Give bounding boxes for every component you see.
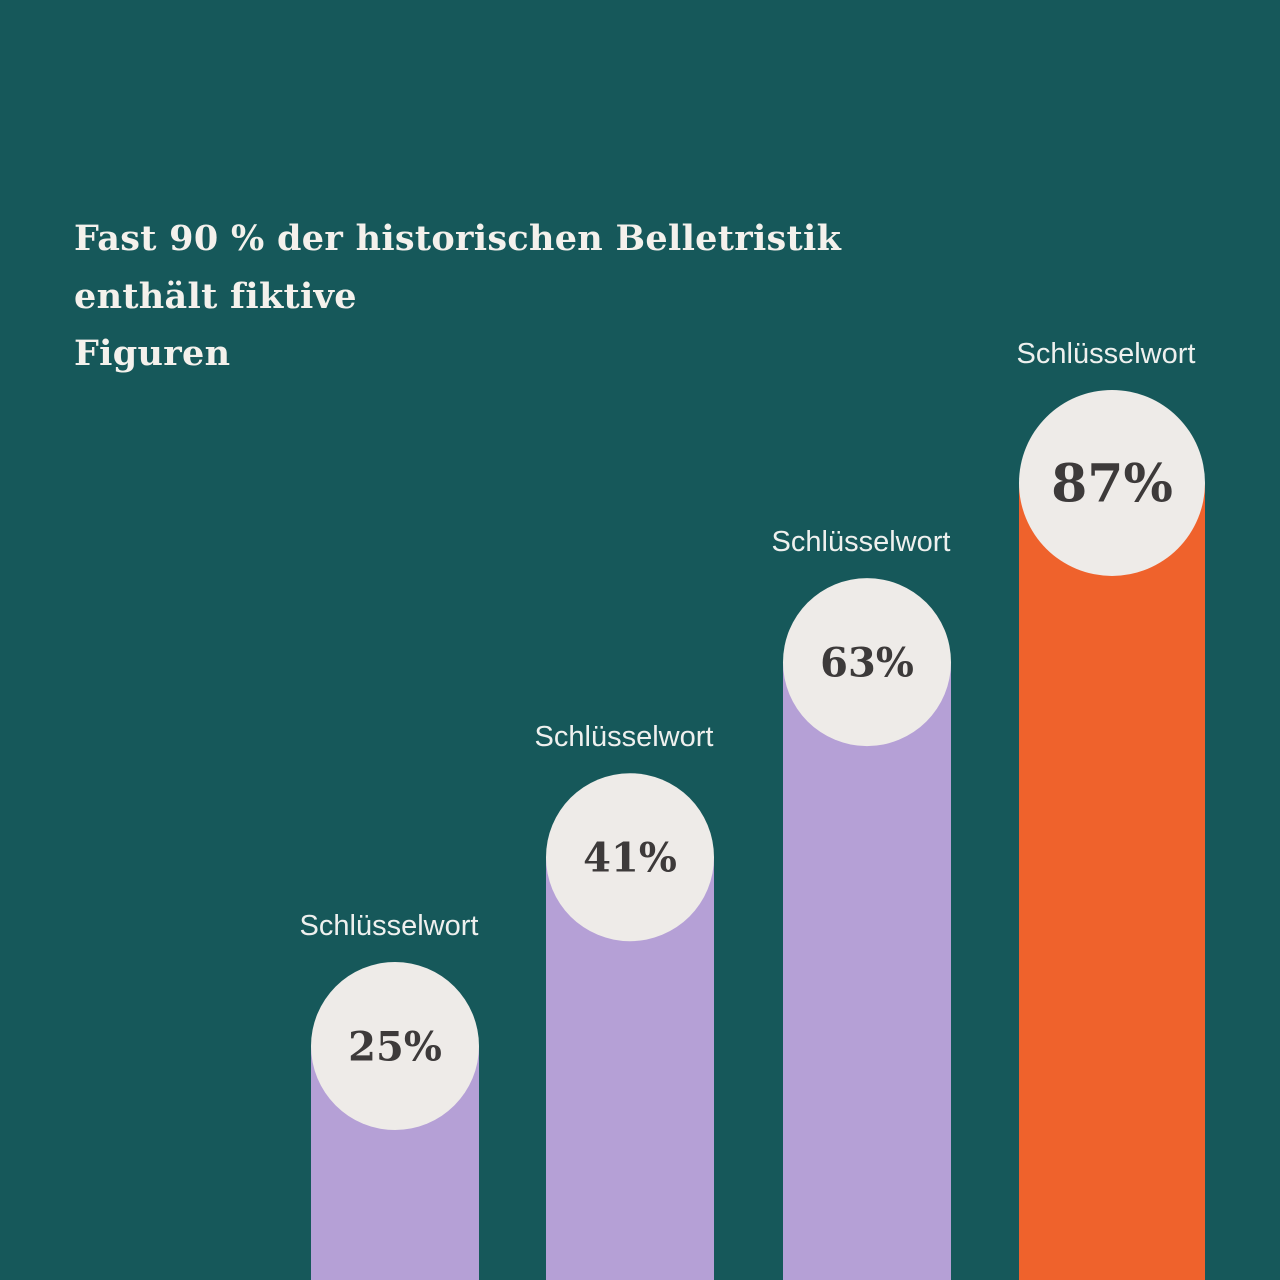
- value-circle: [546, 773, 714, 942]
- bar: [1019, 482, 1205, 1280]
- category-label: Schlüsselwort: [535, 721, 714, 753]
- bar: [783, 662, 951, 1280]
- value-circle: [783, 578, 951, 747]
- value-label: 63%: [820, 639, 914, 686]
- value-circle: [1019, 389, 1205, 576]
- value-circle: [311, 962, 479, 1130]
- title-line-2: enthält fiktive: [74, 275, 357, 317]
- category-label: Schlüsselwort: [300, 910, 479, 942]
- value-label: 87%: [1051, 454, 1173, 515]
- title-line-3: Figuren: [74, 333, 231, 374]
- title-line-1: Fast 90 % der historischen Belletristik: [74, 218, 842, 259]
- category-label: Schlüsselwort: [1017, 338, 1196, 370]
- category-label: Schlüsselwort: [772, 526, 951, 558]
- chart-title: Fast 90 % der historischen Belletristik …: [74, 210, 874, 383]
- value-label: 25%: [348, 1023, 442, 1070]
- value-label: 41%: [583, 835, 677, 882]
